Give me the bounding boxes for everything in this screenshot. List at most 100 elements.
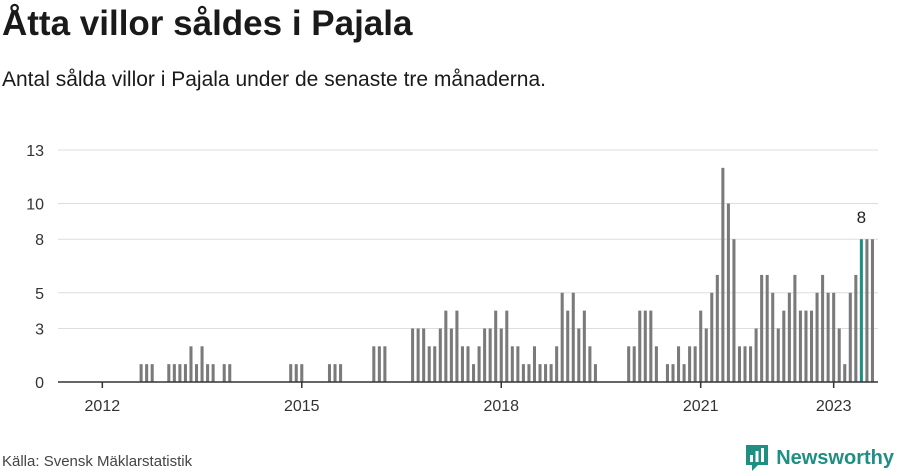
bar bbox=[787, 292, 791, 382]
bar bbox=[538, 364, 542, 382]
bar bbox=[411, 328, 415, 382]
bar bbox=[455, 310, 459, 382]
bar bbox=[510, 346, 514, 382]
bar bbox=[222, 364, 226, 382]
bar bbox=[300, 364, 304, 382]
bar bbox=[577, 328, 581, 382]
bar bbox=[566, 310, 570, 382]
bar bbox=[383, 346, 387, 382]
bar bbox=[466, 346, 470, 382]
bar bbox=[477, 346, 481, 382]
bar bbox=[843, 364, 847, 382]
bar bbox=[798, 310, 802, 382]
bar bbox=[710, 292, 714, 382]
bar bbox=[449, 328, 453, 382]
bar bbox=[715, 274, 719, 382]
bar bbox=[793, 274, 797, 382]
newsworthy-logo-icon bbox=[746, 445, 769, 471]
bar bbox=[521, 364, 525, 382]
bar bbox=[499, 328, 503, 382]
bar bbox=[638, 310, 642, 382]
bar bbox=[167, 364, 171, 382]
bar bbox=[544, 364, 548, 382]
y-tick-label: 10 bbox=[26, 197, 44, 214]
bar bbox=[483, 328, 487, 382]
bar-highlight bbox=[859, 239, 863, 382]
bar bbox=[333, 364, 337, 382]
brand-name: Newsworthy bbox=[776, 446, 894, 469]
bar bbox=[749, 346, 753, 382]
y-tick-label: 5 bbox=[35, 286, 44, 303]
bar bbox=[527, 364, 531, 382]
bar bbox=[294, 364, 298, 382]
bar bbox=[776, 328, 780, 382]
bar bbox=[172, 364, 176, 382]
x-tick-label: 2021 bbox=[683, 398, 719, 415]
bar bbox=[327, 364, 332, 382]
bar bbox=[737, 346, 742, 382]
bar bbox=[189, 346, 193, 382]
bar bbox=[826, 292, 830, 382]
bar bbox=[416, 328, 420, 382]
bar bbox=[571, 292, 575, 382]
bar bbox=[815, 292, 819, 382]
bar bbox=[693, 346, 697, 382]
chart-subtitle: Antal sålda villor i Pajala under de sen… bbox=[2, 68, 546, 91]
bar bbox=[682, 364, 686, 382]
bar bbox=[665, 364, 669, 382]
bar bbox=[372, 346, 376, 382]
bar bbox=[183, 364, 187, 382]
bar bbox=[854, 274, 858, 382]
bar bbox=[377, 346, 381, 382]
x-tick-label: 2023 bbox=[816, 398, 852, 415]
y-tick-label: 0 bbox=[35, 375, 44, 392]
bar bbox=[433, 346, 437, 382]
bar bbox=[588, 346, 592, 382]
bar bbox=[150, 364, 154, 382]
bar bbox=[139, 364, 143, 382]
bar bbox=[743, 346, 747, 382]
bar bbox=[870, 239, 874, 382]
bar bbox=[472, 364, 476, 382]
bar bbox=[460, 346, 464, 382]
chart-title: Åtta villor såldes i Pajala bbox=[2, 4, 413, 43]
bar bbox=[627, 346, 631, 382]
bar bbox=[194, 364, 199, 382]
bar bbox=[632, 346, 636, 382]
bar bbox=[837, 328, 841, 382]
bar bbox=[760, 274, 764, 382]
bar bbox=[593, 364, 597, 382]
bar bbox=[555, 346, 559, 382]
bar bbox=[804, 310, 808, 382]
bar bbox=[422, 328, 426, 382]
bar bbox=[848, 292, 852, 382]
bar bbox=[532, 346, 537, 382]
bar bbox=[560, 292, 564, 382]
bar bbox=[821, 274, 825, 382]
bar bbox=[549, 364, 553, 382]
y-tick-label: 13 bbox=[26, 143, 44, 160]
bar bbox=[677, 346, 681, 382]
bar bbox=[145, 364, 149, 382]
bar bbox=[765, 274, 769, 382]
bar bbox=[721, 167, 725, 382]
brand: Newsworthy bbox=[744, 443, 894, 473]
bar bbox=[438, 328, 442, 382]
bar bbox=[516, 346, 520, 382]
bar bbox=[649, 310, 653, 382]
data-label: 8 bbox=[857, 208, 866, 227]
bar bbox=[494, 310, 498, 382]
bar bbox=[782, 310, 786, 382]
y-tick-label: 3 bbox=[35, 321, 44, 338]
x-tick-label: 2015 bbox=[284, 398, 320, 415]
x-tick-label: 2018 bbox=[483, 398, 519, 415]
bar bbox=[832, 292, 836, 382]
bar bbox=[771, 292, 775, 382]
bar bbox=[488, 328, 492, 382]
bar bbox=[643, 310, 647, 382]
bar bbox=[289, 364, 293, 382]
bar bbox=[809, 310, 814, 382]
source-note: Källa: Svensk Mäklarstatistik bbox=[2, 453, 193, 470]
bar bbox=[339, 364, 343, 382]
